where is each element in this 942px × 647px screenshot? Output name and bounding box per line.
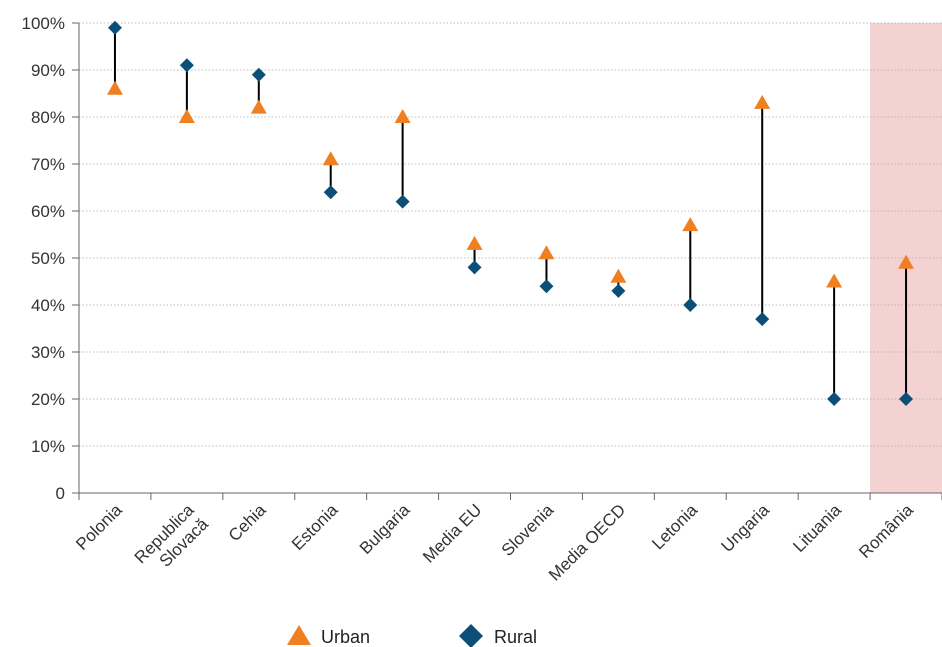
- legend-rural-label: Rural: [494, 627, 537, 647]
- x-tick-label-line: Lituania: [789, 500, 845, 556]
- x-tick-label: Letonia: [648, 500, 701, 553]
- axes: [78, 23, 942, 500]
- rural-marker: [683, 298, 698, 312]
- legend: Urban Rural: [287, 624, 537, 647]
- rural-marker: [323, 185, 338, 200]
- urban-marker: [394, 109, 411, 123]
- x-tick-label-line: Media EU: [419, 500, 485, 566]
- y-tick-label: 40%: [31, 296, 65, 315]
- x-tick-label-line: Ungaria: [717, 500, 773, 556]
- urban-marker: [178, 109, 195, 123]
- y-tick-label: 80%: [31, 108, 65, 127]
- rural-marker: [755, 312, 770, 327]
- x-tick-label-line: Cehia: [225, 500, 270, 545]
- x-tick-label: România: [855, 500, 917, 562]
- x-tick-label: RepublicaSlovacă: [131, 500, 212, 581]
- x-tick-label-line: Media OECD: [545, 500, 629, 584]
- rural-marker: [899, 392, 914, 406]
- rural-marker: [251, 67, 266, 82]
- x-tick-label-line: Letonia: [648, 500, 701, 553]
- x-tick-label: Media EU: [419, 500, 485, 566]
- legend-rural-marker: [459, 624, 483, 647]
- rural-marker: [467, 260, 482, 275]
- rural-marker: [395, 194, 410, 209]
- y-tick-label: 100%: [22, 14, 65, 33]
- x-tick-label: Media OECD: [545, 500, 629, 584]
- x-tick-labels: Polonia RepublicaSlovacă Cehia Estonia Bulga…: [72, 500, 917, 585]
- y-tick-label: 60%: [31, 202, 65, 221]
- urban-marker: [898, 254, 915, 269]
- connectors: [113, 27, 908, 399]
- rural-marker: [539, 279, 554, 294]
- x-tick-label-line: Slovenia: [498, 500, 558, 560]
- x-tick-label: Estonia: [288, 500, 342, 554]
- urban-marker: [322, 151, 339, 166]
- y-tick-labels: 0 10% 20% 30% 40% 50% 60% 70% 80% 90% 100%: [22, 14, 65, 503]
- x-tick-label: Ungaria: [717, 500, 773, 556]
- urban-marker: [682, 217, 699, 232]
- urban-marker: [754, 94, 771, 109]
- rural-marker: [827, 392, 842, 406]
- urban-marker: [538, 245, 555, 260]
- y-tick-label: 30%: [31, 343, 65, 362]
- y-tick-label: 90%: [31, 61, 65, 80]
- x-tick-label-line: România: [855, 500, 917, 562]
- rural-marker: [611, 283, 626, 298]
- x-tick-label: Lituania: [789, 500, 845, 556]
- x-tick-label-line: Polonia: [72, 500, 126, 554]
- markers: [106, 20, 915, 406]
- y-tick-label: 10%: [31, 437, 65, 456]
- urban-marker: [610, 268, 627, 283]
- y-tick-label: 20%: [31, 390, 65, 409]
- y-tick-label: 70%: [31, 155, 65, 174]
- x-tick-label: Polonia: [72, 500, 126, 554]
- urban-marker: [826, 273, 843, 288]
- legend-urban-marker: [287, 625, 311, 645]
- legend-urban-label: Urban: [321, 627, 370, 647]
- urban-marker: [250, 99, 267, 114]
- rural-marker: [107, 20, 122, 35]
- grid: [72, 22, 942, 494]
- x-tick-label: Slovenia: [498, 500, 558, 560]
- y-tick-label: 50%: [31, 249, 65, 268]
- x-tick-label-line: Estonia: [288, 500, 342, 554]
- x-tick-label-line: Bulgaria: [356, 500, 414, 558]
- urban-marker: [466, 235, 483, 250]
- x-tick-label: Cehia: [225, 500, 270, 545]
- rural-marker: [179, 58, 194, 73]
- y-tick-label: 0: [56, 484, 65, 503]
- urban-marker: [106, 80, 123, 95]
- x-tick-label: Bulgaria: [356, 500, 414, 558]
